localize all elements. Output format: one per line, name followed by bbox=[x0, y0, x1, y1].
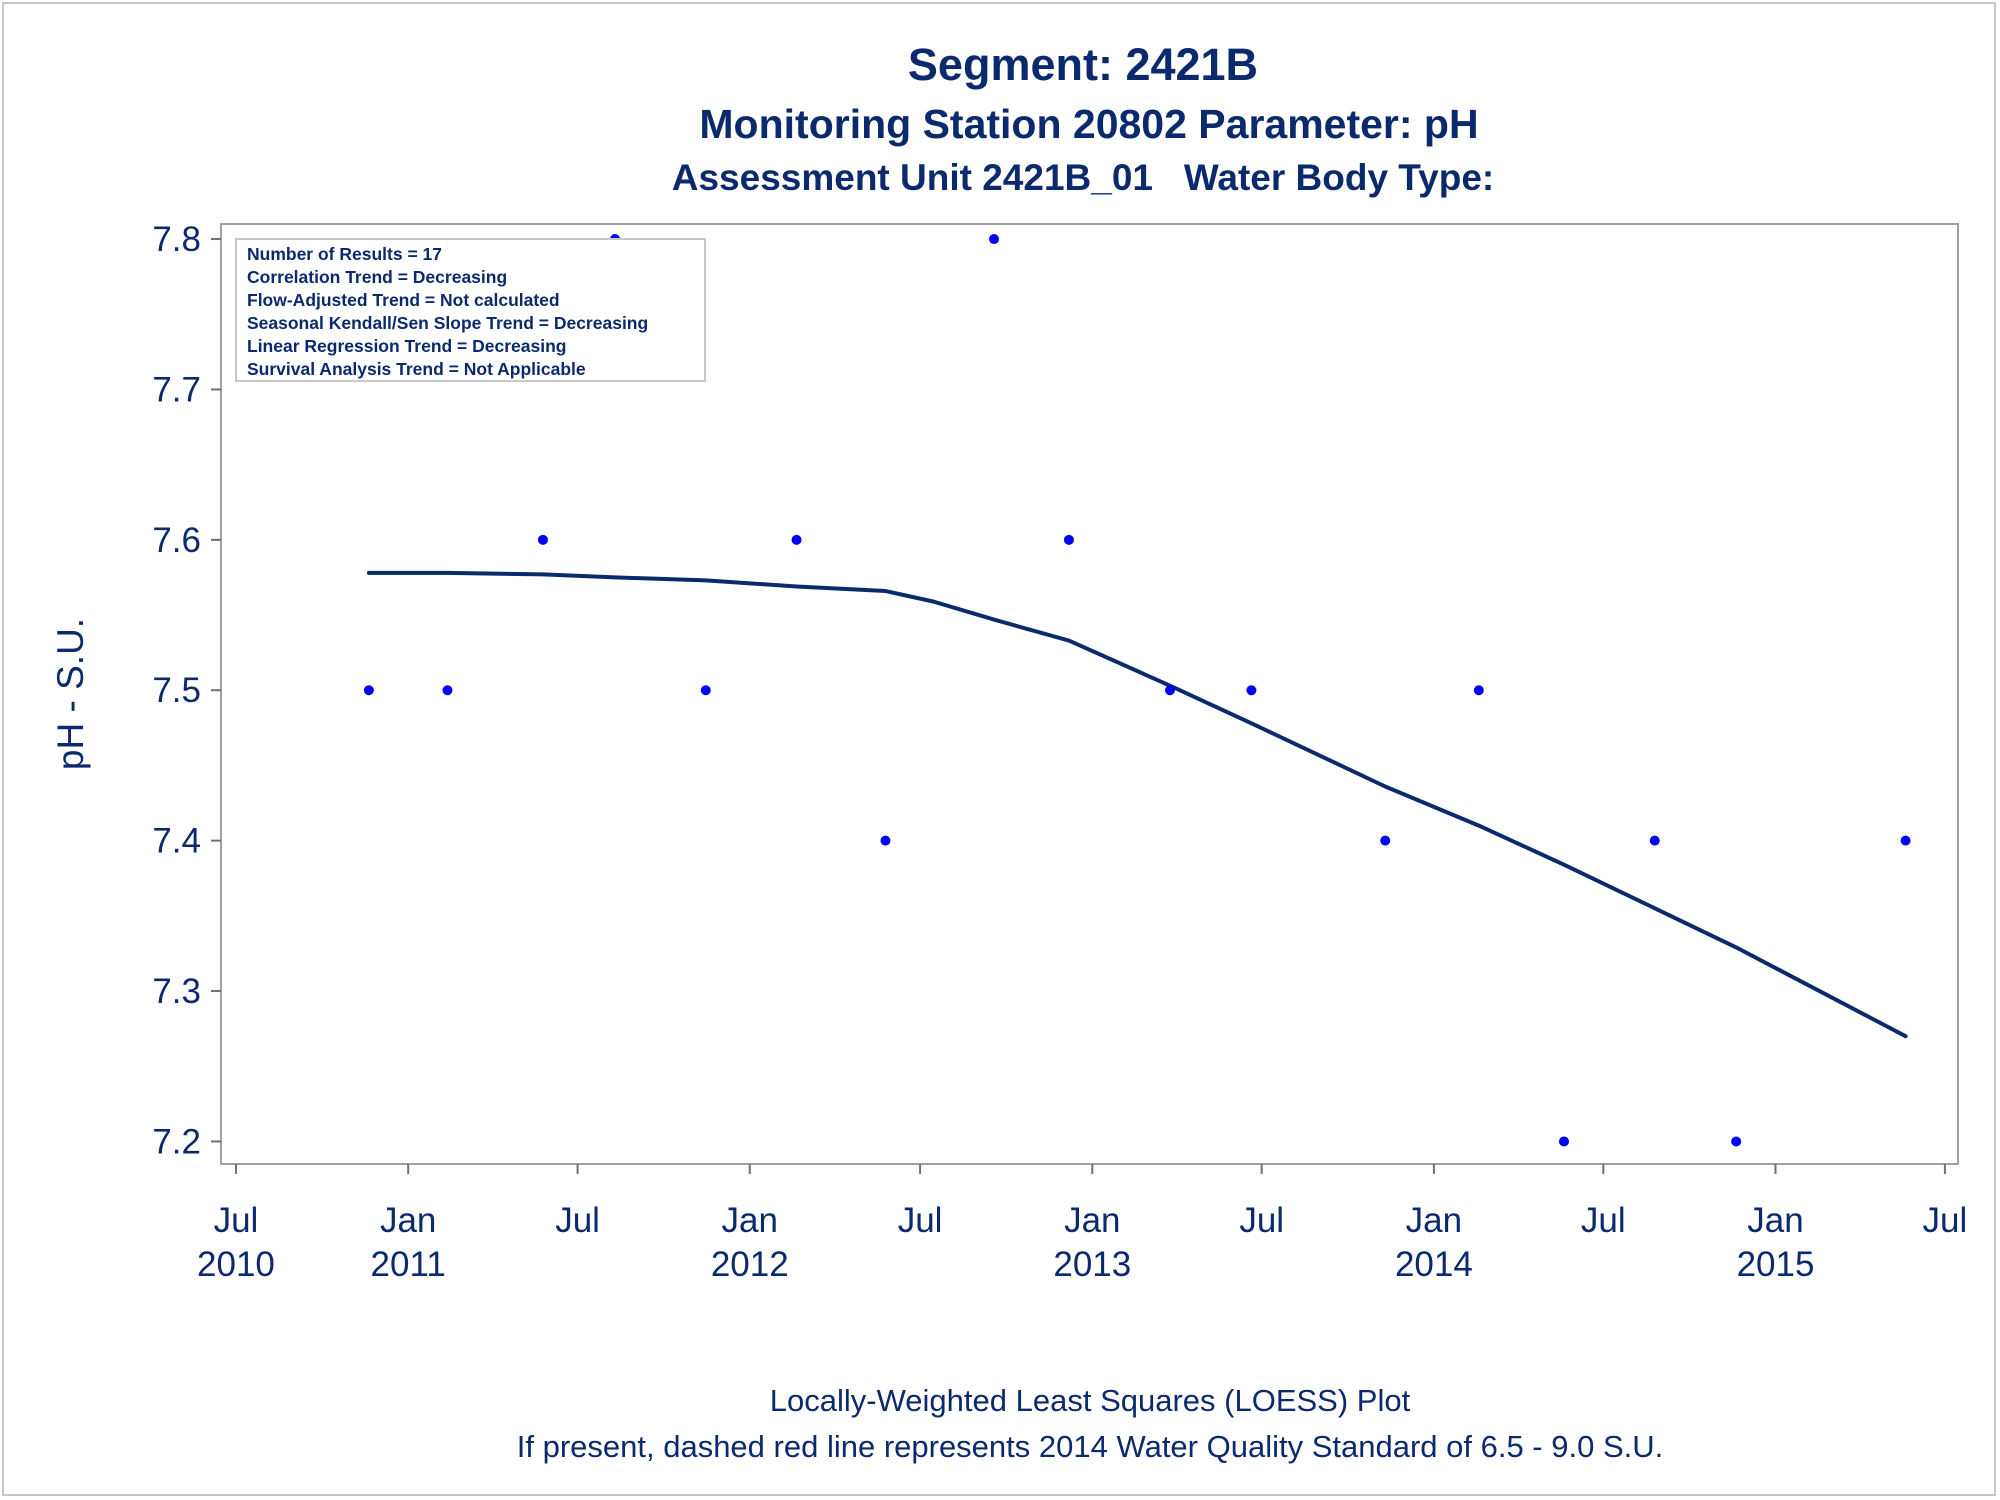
data-point bbox=[1649, 835, 1660, 846]
data-point bbox=[989, 234, 1000, 245]
x-tick-label-month: Jan bbox=[1064, 1201, 1120, 1240]
chart-subtitle-2: Assessment Unit 2421B_01 Water Body Type… bbox=[672, 157, 1495, 198]
data-point bbox=[1380, 835, 1391, 846]
x-tick-label-year: 2011 bbox=[371, 1245, 446, 1284]
plot-area bbox=[220, 223, 1959, 1165]
info-line: Seasonal Kendall/Sen Slope Trend = Decre… bbox=[247, 313, 648, 333]
x-tick-label-month: Jul bbox=[1923, 1201, 1968, 1240]
data-point bbox=[442, 685, 453, 696]
data-point bbox=[363, 685, 374, 696]
data-point bbox=[880, 835, 891, 846]
data-point bbox=[1063, 534, 1074, 545]
x-tick-label-month: Jan bbox=[722, 1201, 778, 1240]
x-tick-label-year: 2012 bbox=[711, 1245, 789, 1284]
data-point bbox=[537, 534, 548, 545]
info-line: Survival Analysis Trend = Not Applicable bbox=[247, 359, 586, 379]
chart-subtitle: Monitoring Station 20802 Parameter: pH bbox=[699, 101, 1478, 147]
x-tick-label-month: Jul bbox=[555, 1201, 600, 1240]
loess-curve bbox=[366, 570, 1908, 1039]
data-point bbox=[1246, 685, 1257, 696]
x-tick-label-month: Jul bbox=[1581, 1201, 1626, 1240]
data-point bbox=[1900, 835, 1911, 846]
x-tick-label-month: Jan bbox=[1406, 1201, 1462, 1240]
loess-curve-layer bbox=[366, 570, 1908, 1039]
data-point bbox=[1164, 685, 1175, 696]
y-tick-label: 7.2 bbox=[152, 1122, 201, 1161]
x-tick-label-year: 2015 bbox=[1737, 1245, 1815, 1284]
y-axis-label: pH - S.U. bbox=[50, 618, 91, 770]
y-tick-label: 7.4 bbox=[152, 822, 201, 861]
y-tick-label: 7.3 bbox=[152, 972, 201, 1011]
info-box-border bbox=[235, 238, 706, 382]
footnote-standard: If present, dashed red line represents 2… bbox=[517, 1429, 1664, 1464]
info-line: Number of Results = 17 bbox=[247, 244, 442, 264]
x-tick-label-month: Jan bbox=[380, 1201, 436, 1240]
y-axis: 7.2 7.3 7.4 7.5 7.6 7.7 7.8 bbox=[152, 220, 221, 1161]
y-tick-label: 7.7 bbox=[152, 370, 201, 409]
info-line: Correlation Trend = Decreasing bbox=[247, 267, 507, 287]
chart-title: Segment: 2421B bbox=[908, 39, 1258, 90]
data-point bbox=[1558, 1136, 1569, 1147]
x-tick-label-month: Jul bbox=[1239, 1201, 1284, 1240]
trend-info-box: Number of Results = 17 Correlation Trend… bbox=[235, 238, 706, 382]
data-point bbox=[791, 534, 802, 545]
x-tick-label-month: Jul bbox=[898, 1201, 943, 1240]
x-tick-label-year: 2013 bbox=[1053, 1245, 1131, 1284]
y-tick-label: 7.8 bbox=[152, 220, 201, 259]
data-point bbox=[1473, 685, 1484, 696]
y-tick-label: 7.5 bbox=[152, 671, 201, 710]
x-tick-label-month: Jan bbox=[1747, 1201, 1803, 1240]
info-line: Linear Regression Trend = Decreasing bbox=[247, 336, 567, 356]
x-axis: Jul 2010 Jan 2011 Jul Jan 2012 Jul Jan 2013 Jul Jan… bbox=[197, 1164, 1967, 1284]
footnote-method: Locally-Weighted Least Squares (LOESS) P… bbox=[770, 1383, 1411, 1418]
data-point bbox=[700, 685, 711, 696]
x-tick-label-year: 2014 bbox=[1395, 1245, 1473, 1284]
x-tick-label-year: 2010 bbox=[197, 1245, 275, 1284]
y-tick-label: 7.6 bbox=[152, 521, 201, 560]
data-point bbox=[1731, 1136, 1742, 1147]
info-line: Flow-Adjusted Trend = Not calculated bbox=[247, 290, 560, 310]
x-tick-label-month: Jul bbox=[214, 1201, 259, 1240]
